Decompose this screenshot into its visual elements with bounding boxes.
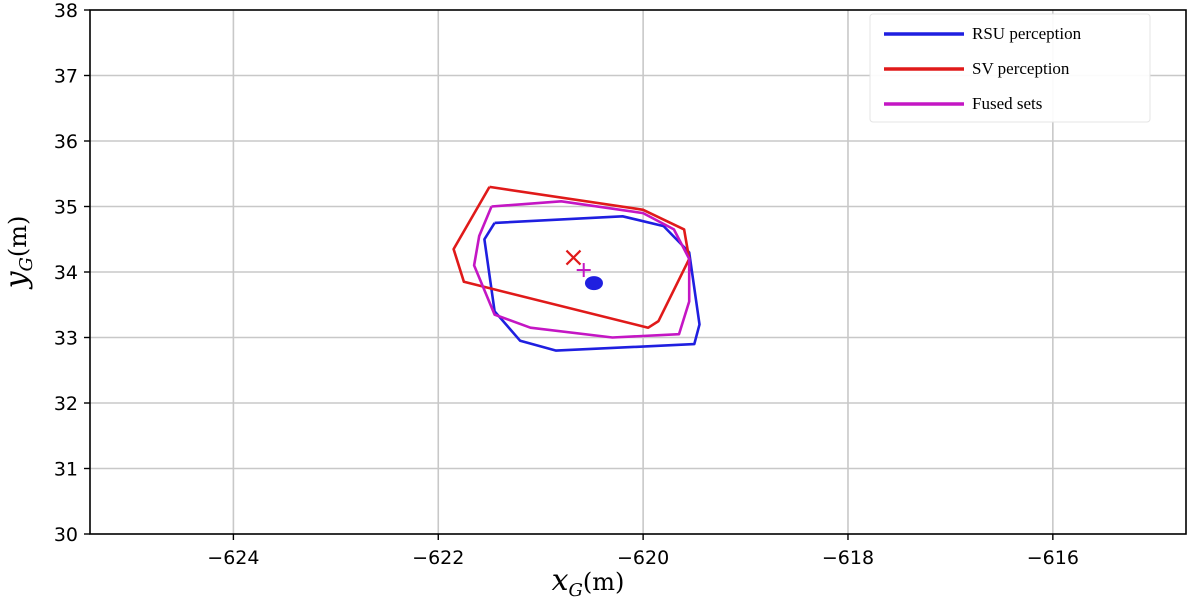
x-axis-label: xG(m) bbox=[552, 563, 625, 598]
x-axis-subscript: G bbox=[569, 580, 583, 598]
x-tick-label: −622 bbox=[412, 547, 464, 569]
y-tick-label: 30 bbox=[54, 524, 78, 546]
y-axis-subscript: G bbox=[16, 257, 37, 271]
x-tick-label: −616 bbox=[1027, 547, 1079, 569]
y-axis-variable: y bbox=[0, 270, 34, 290]
y-tick-label: 33 bbox=[54, 328, 78, 350]
y-tick-label: 38 bbox=[54, 0, 78, 22]
legend: RSU perception SV perception Fused sets bbox=[869, 13, 1151, 123]
legend-box bbox=[869, 13, 1151, 123]
legend-label: RSU perception bbox=[972, 24, 1082, 43]
x-axis-unit: (m) bbox=[583, 568, 624, 596]
x-axis-variable: x bbox=[552, 563, 569, 598]
tick-layer: −624 −622 −620 −618 −616 30 31 32 33 34 35 36 37 38 bbox=[54, 0, 1079, 569]
x-marker bbox=[565, 249, 582, 266]
x-tick-label: −618 bbox=[822, 547, 874, 569]
x-tick-label: −620 bbox=[617, 547, 669, 569]
dot-marker bbox=[584, 276, 603, 291]
y-axis-unit: (m) bbox=[4, 216, 32, 257]
x-tick-label: −624 bbox=[207, 547, 259, 569]
series-layer bbox=[452, 185, 701, 352]
y-axis-label: yG(m) bbox=[0, 216, 37, 291]
y-tick-label: 32 bbox=[54, 393, 78, 415]
series-2-line bbox=[472, 200, 691, 339]
marker-layer bbox=[565, 249, 603, 291]
y-tick-label: 31 bbox=[54, 459, 78, 481]
y-tick-label: 36 bbox=[54, 131, 78, 153]
legend-label: SV perception bbox=[972, 59, 1070, 78]
legend-label: Fused sets bbox=[972, 94, 1042, 113]
grid bbox=[90, 10, 1186, 534]
plus-marker bbox=[576, 263, 591, 278]
y-tick-label: 34 bbox=[54, 262, 78, 284]
y-tick-label: 37 bbox=[54, 66, 78, 88]
series-1-line bbox=[452, 185, 691, 330]
y-tick-label: 35 bbox=[54, 197, 78, 219]
